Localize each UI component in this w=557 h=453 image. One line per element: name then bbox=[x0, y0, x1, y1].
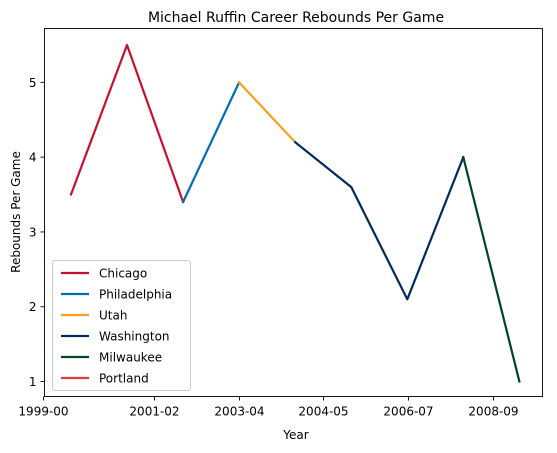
y-axis-label: Rebounds Per Game bbox=[9, 151, 23, 273]
legend-label: Chicago bbox=[99, 267, 147, 281]
series-line-chicago bbox=[69, 43, 185, 204]
x-tick-label: 2006-07 bbox=[383, 405, 433, 419]
x-tick-label: 2003-04 bbox=[214, 405, 264, 419]
series-line-washington bbox=[293, 140, 465, 301]
x-tick-label: 2008-09 bbox=[468, 405, 518, 419]
plot-frame bbox=[44, 28, 543, 397]
y-tick-label: 1 bbox=[29, 375, 37, 389]
y-tick-label: 2 bbox=[29, 300, 37, 314]
series-line-utah bbox=[237, 80, 297, 144]
y-tick-label: 3 bbox=[29, 225, 37, 239]
y-tick-label: 4 bbox=[29, 151, 37, 165]
legend-label: Philadelphia bbox=[99, 288, 172, 302]
series-line-milwaukee bbox=[461, 155, 521, 383]
y-axis: 1 2 3 4 5 bbox=[29, 76, 45, 389]
x-axis-label: Year bbox=[282, 428, 308, 442]
legend-label: Washington bbox=[99, 330, 170, 344]
x-tick-label: 2001-02 bbox=[129, 405, 179, 419]
chart-title: Michael Ruffin Career Rebounds Per Game bbox=[148, 10, 444, 26]
legend: Chicago Philadelphia Utah Washington Milwauk… bbox=[52, 260, 191, 391]
series-line-philadelphia bbox=[181, 80, 241, 204]
plot-lines bbox=[69, 43, 521, 383]
legend-label: Portland bbox=[99, 372, 149, 386]
y-tick-label: 5 bbox=[29, 76, 37, 90]
legend-label: Utah bbox=[99, 309, 127, 323]
legend-label: Milwaukee bbox=[99, 351, 162, 365]
x-axis: 1999-00 2001-02 2003-04 2004-05 2006-07 2008-… bbox=[18, 396, 519, 419]
x-tick-label: 2004-05 bbox=[298, 405, 348, 419]
x-tick-label: 1999-00 bbox=[18, 405, 68, 419]
